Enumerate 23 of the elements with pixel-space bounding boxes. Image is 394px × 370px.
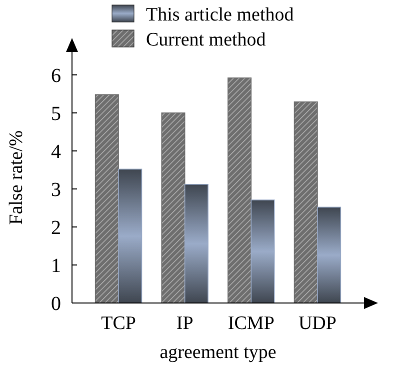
y-tick-label: 5 [51,102,61,125]
bar [161,112,186,304]
y-tick-label: 0 [51,293,61,315]
bar [228,77,252,304]
y-tick-label: 2 [51,216,61,239]
y-tick-label: 1 [51,254,61,277]
bar [317,206,342,304]
bar [94,94,119,304]
x-tick-label: IP [176,313,194,334]
bar [118,168,142,304]
x-axis-title: agreement type [160,342,276,363]
y-axis-title: False rate/% [6,130,27,225]
bar [184,184,208,304]
legend-label: Current method [146,30,266,51]
legend-label: This article method [146,4,294,26]
x-tick-label: UDP [298,313,336,334]
y-tick-label: 3 [51,178,61,201]
x-tick-label: TCP [101,313,136,334]
x-tick-label: ICMP [228,313,274,334]
y-tick-label: 4 [51,140,61,163]
bar [294,101,318,304]
y-tick-label: 6 [51,64,61,87]
bar [250,200,275,304]
